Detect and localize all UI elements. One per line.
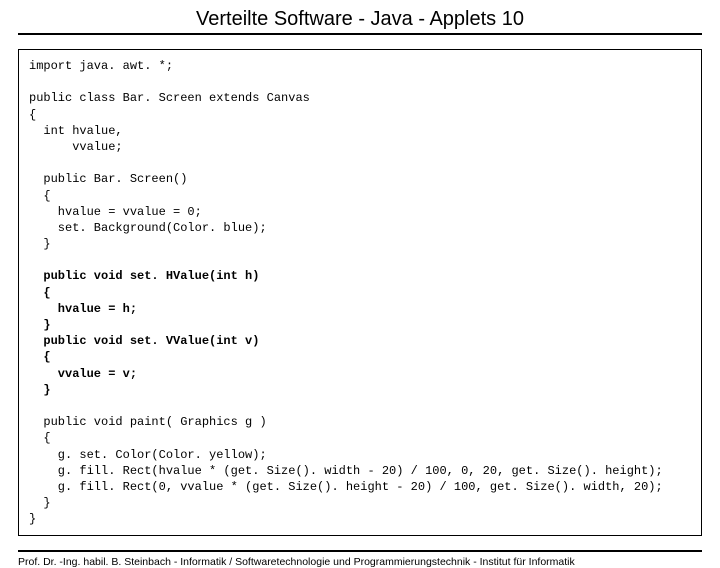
code-line: } xyxy=(29,496,51,510)
code-line: public void paint( Graphics g ) xyxy=(29,415,267,429)
code-line: int hvalue, xyxy=(29,124,123,138)
code-line: { xyxy=(29,189,51,203)
code-block: import java. awt. *; public class Bar. S… xyxy=(18,49,702,536)
code-line: set. Background(Color. blue); xyxy=(29,221,267,235)
code-line: g. fill. Rect(hvalue * (get. Size(). wid… xyxy=(29,464,663,478)
code-line: { xyxy=(29,108,36,122)
code-line: { xyxy=(29,350,51,364)
code-line: hvalue = h; xyxy=(29,302,137,316)
code-line: import java. awt. *; xyxy=(29,59,173,73)
code-line: } xyxy=(29,318,51,332)
code-line: public void set. VValue(int v) xyxy=(29,334,259,348)
code-line: hvalue = vvalue = 0; xyxy=(29,205,202,219)
slide-title: Verteilte Software - Java - Applets 10 xyxy=(18,8,702,35)
footer-divider: Prof. Dr. -Ing. habil. B. Steinbach - In… xyxy=(18,550,702,568)
code-line: } xyxy=(29,237,51,251)
slide-footer: Prof. Dr. -Ing. habil. B. Steinbach - In… xyxy=(18,556,702,568)
code-line: vvalue; xyxy=(29,140,123,154)
code-line: { xyxy=(29,286,51,300)
code-line: g. fill. Rect(0, vvalue * (get. Size(). … xyxy=(29,480,663,494)
code-line: g. set. Color(Color. yellow); xyxy=(29,448,267,462)
code-line: { xyxy=(29,431,51,445)
code-line: } xyxy=(29,512,36,526)
code-line: vvalue = v; xyxy=(29,367,137,381)
code-line: public Bar. Screen() xyxy=(29,172,187,186)
code-line: public void set. HValue(int h) xyxy=(29,269,259,283)
code-line: } xyxy=(29,383,51,397)
code-line: public class Bar. Screen extends Canvas xyxy=(29,91,310,105)
